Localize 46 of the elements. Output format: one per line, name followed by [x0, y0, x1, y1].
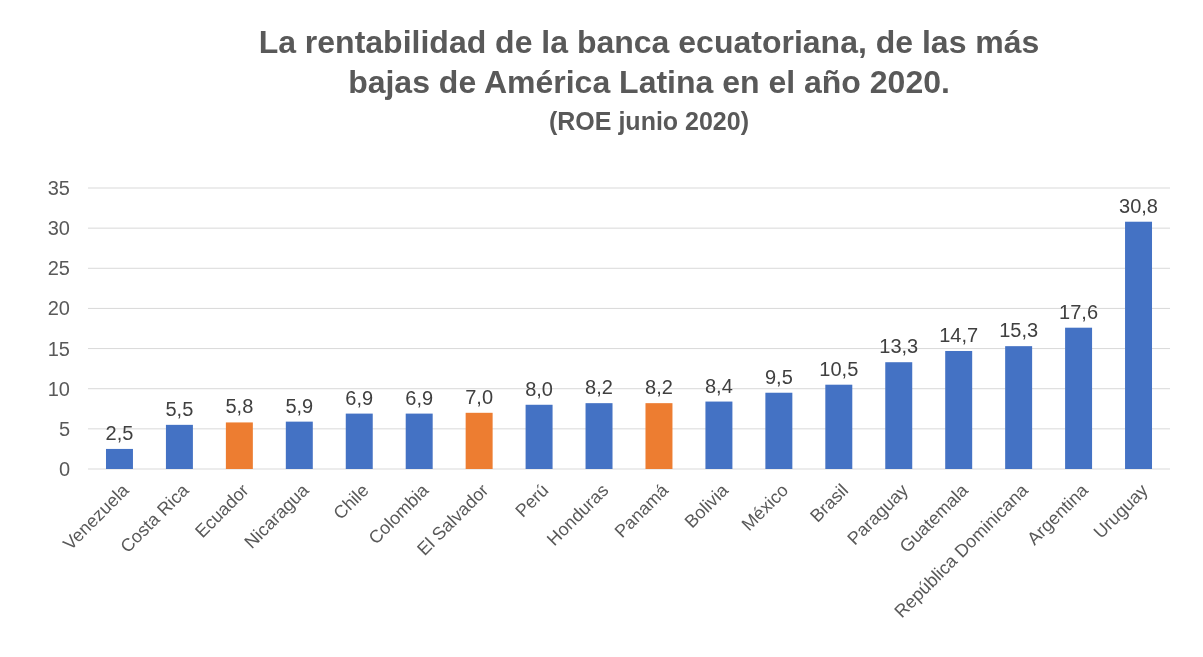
data-label: 9,5 — [764, 365, 793, 388]
y-tick-label: 25 — [47, 257, 70, 280]
bar — [405, 413, 433, 469]
bar — [225, 422, 253, 469]
bar — [345, 413, 373, 469]
bar — [705, 401, 733, 469]
data-label: 10,5 — [819, 357, 859, 380]
data-label: 2,5 — [105, 421, 134, 444]
data-label: 7,0 — [465, 385, 494, 408]
bar — [1005, 346, 1033, 469]
bar — [585, 403, 613, 469]
data-label: 8,0 — [525, 377, 553, 400]
data-label: 6,9 — [405, 386, 434, 409]
data-label: 6,9 — [345, 386, 374, 409]
bar — [885, 362, 913, 469]
chart-subtitle: (ROE junio 2020) — [548, 107, 750, 135]
bar — [945, 350, 973, 469]
data-label: 30,8 — [1119, 194, 1158, 217]
y-tick-label: 15 — [47, 337, 70, 360]
y-tick-label: 5 — [58, 417, 70, 440]
data-label: 8,2 — [585, 376, 613, 399]
bar — [465, 412, 493, 469]
y-tick-label: 10 — [47, 377, 70, 400]
y-tick-label: 20 — [47, 297, 70, 320]
y-tick-label: 0 — [58, 458, 70, 480]
chart-title: La rentabilidad de la banca ecuatoriana, de las más bajas de América Latina en el año 2020. — [258, 24, 1040, 100]
data-label: 5,8 — [225, 395, 254, 418]
bar — [105, 448, 133, 469]
y-tick-label: 30 — [47, 217, 70, 240]
bar — [645, 403, 673, 469]
bar — [1125, 221, 1153, 469]
data-label: 13,3 — [879, 335, 919, 358]
y-tick-label: 35 — [47, 177, 70, 199]
data-label: 17,6 — [1059, 300, 1099, 323]
data-label: 5,5 — [165, 397, 194, 420]
bar — [285, 421, 313, 469]
data-label: 8,4 — [705, 374, 733, 397]
data-label: 5,9 — [285, 394, 314, 417]
data-label: 14,7 — [939, 323, 979, 346]
data-label: 15,3 — [999, 319, 1039, 342]
data-label: 8,2 — [645, 376, 673, 399]
bar — [165, 424, 193, 469]
bar — [525, 404, 553, 469]
bar — [825, 384, 853, 469]
bar — [1065, 327, 1093, 469]
bar — [765, 392, 793, 469]
